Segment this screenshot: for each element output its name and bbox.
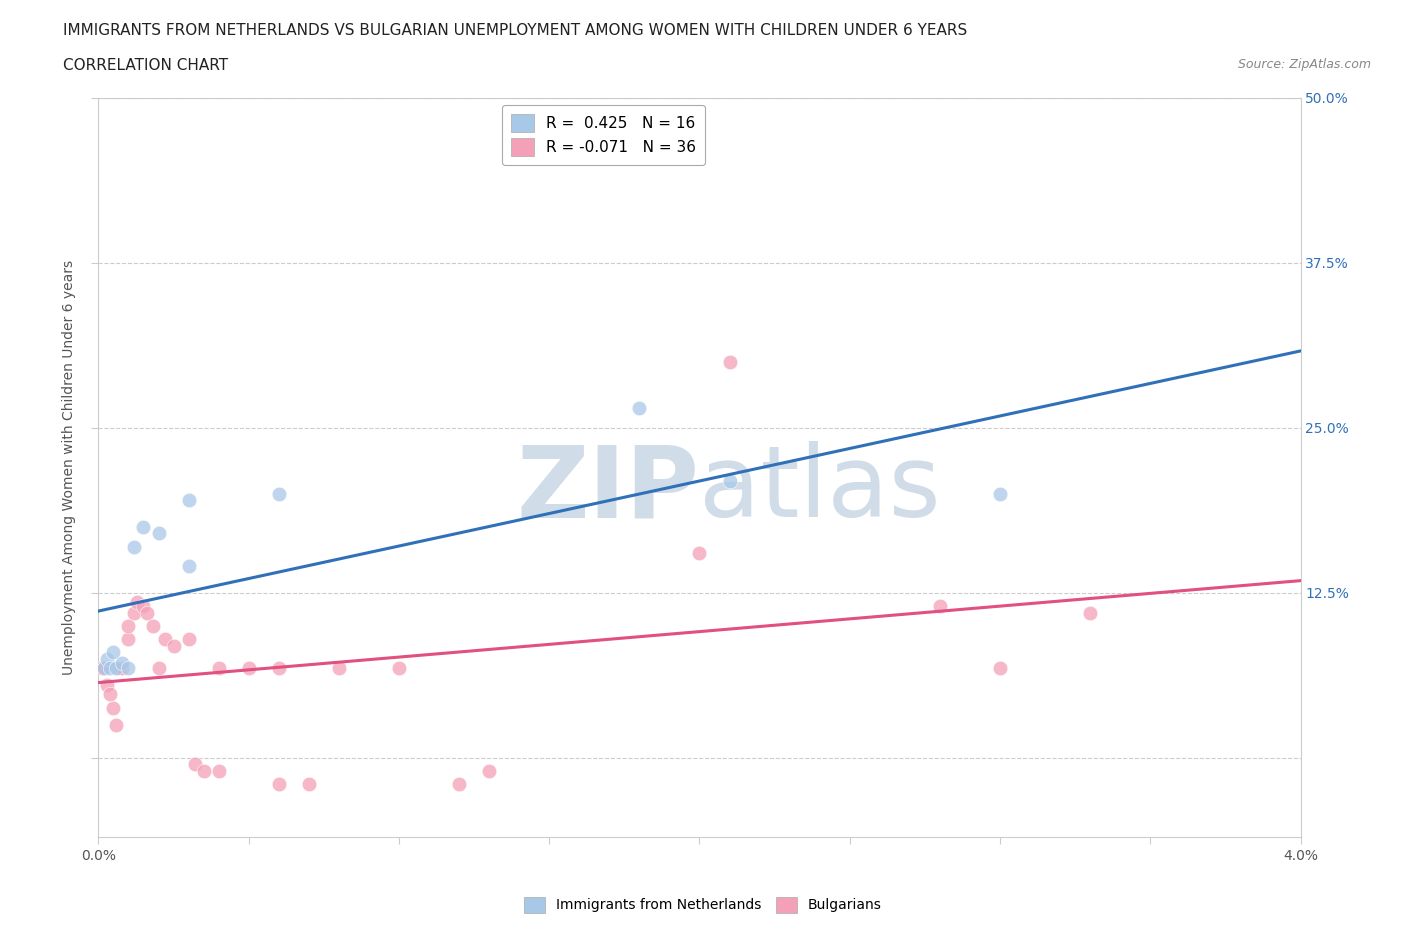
Point [689, 546, 711, 561]
Point [208, 764, 231, 778]
Point [177, 559, 200, 574]
Point [238, 660, 260, 675]
Point [177, 631, 200, 646]
Point [447, 777, 470, 791]
Point [298, 777, 321, 791]
Point [111, 656, 134, 671]
Point [96, 678, 118, 693]
Point [132, 519, 155, 534]
Point [328, 660, 350, 675]
Point [105, 660, 128, 675]
Point [108, 660, 131, 675]
Point [183, 757, 205, 772]
Point [153, 631, 176, 646]
Point [148, 660, 170, 675]
Point [141, 618, 163, 633]
Point [988, 660, 1011, 675]
Y-axis label: Unemployment Among Women with Children Under 6 years: Unemployment Among Women with Children U… [62, 259, 76, 675]
Point [478, 764, 501, 778]
Point [928, 599, 950, 614]
Point [96, 651, 118, 666]
Point [100, 687, 122, 702]
Point [103, 644, 125, 659]
Point [628, 401, 651, 416]
Point [117, 660, 139, 675]
Text: atlas: atlas [700, 441, 941, 538]
Point [718, 354, 741, 369]
Point [132, 599, 155, 614]
Point [105, 717, 128, 732]
Text: IMMIGRANTS FROM NETHERLANDS VS BULGARIAN UNEMPLOYMENT AMONG WOMEN WITH CHILDREN : IMMIGRANTS FROM NETHERLANDS VS BULGARIAN… [63, 23, 967, 38]
Point [177, 493, 200, 508]
Point [103, 700, 125, 715]
Point [718, 473, 741, 488]
Point [267, 660, 290, 675]
Point [988, 486, 1011, 501]
Legend: Immigrants from Netherlands, Bulgarians: Immigrants from Netherlands, Bulgarians [519, 891, 887, 919]
Point [124, 605, 146, 620]
Point [267, 486, 290, 501]
Text: CORRELATION CHART: CORRELATION CHART [63, 58, 228, 73]
Point [388, 660, 411, 675]
Point [100, 660, 122, 675]
Point [111, 660, 134, 675]
Point [127, 594, 149, 609]
Point [135, 605, 157, 620]
Point [90, 660, 112, 675]
Text: ZIP: ZIP [516, 441, 700, 538]
Point [93, 660, 115, 675]
Legend: R =  0.425   N = 16, R = -0.071   N = 36: R = 0.425 N = 16, R = -0.071 N = 36 [502, 105, 704, 165]
Point [267, 777, 290, 791]
Point [148, 525, 170, 540]
Point [162, 638, 184, 653]
Point [208, 660, 231, 675]
Text: Source: ZipAtlas.com: Source: ZipAtlas.com [1237, 58, 1371, 71]
Point [193, 764, 215, 778]
Point [117, 618, 139, 633]
Point [124, 539, 146, 554]
Point [93, 660, 115, 675]
Point [117, 631, 139, 646]
Point [1078, 605, 1101, 620]
